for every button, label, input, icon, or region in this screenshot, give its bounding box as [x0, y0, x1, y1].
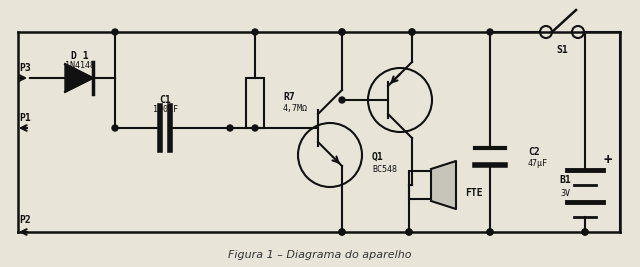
Circle shape [227, 125, 233, 131]
Text: C2: C2 [528, 147, 540, 157]
Text: C1: C1 [159, 95, 171, 105]
Circle shape [252, 125, 258, 131]
Circle shape [487, 229, 493, 235]
Text: BC548: BC548 [372, 164, 397, 174]
Circle shape [409, 29, 415, 35]
Circle shape [339, 97, 345, 103]
Text: S1: S1 [556, 45, 568, 55]
Text: Q1: Q1 [372, 152, 384, 162]
Polygon shape [65, 64, 93, 92]
Bar [246, 78, 264, 128]
Text: 1N4148: 1N4148 [65, 61, 95, 69]
Circle shape [112, 125, 118, 131]
Text: 100nF: 100nF [152, 105, 177, 115]
Circle shape [582, 229, 588, 235]
Circle shape [487, 229, 493, 235]
Circle shape [406, 229, 412, 235]
Circle shape [406, 229, 412, 235]
Text: Figura 1 – Diagrama do aparelho: Figura 1 – Diagrama do aparelho [228, 250, 412, 260]
Text: +: + [603, 153, 611, 167]
Text: P2: P2 [19, 215, 31, 225]
Circle shape [339, 29, 345, 35]
Circle shape [487, 29, 493, 35]
Text: FTE: FTE [465, 188, 483, 198]
Text: D 1: D 1 [71, 51, 89, 61]
Text: 4,7MΩ: 4,7MΩ [283, 104, 308, 113]
Circle shape [582, 229, 588, 235]
Circle shape [339, 29, 345, 35]
Circle shape [252, 29, 258, 35]
Text: P3: P3 [19, 63, 31, 73]
Polygon shape [431, 161, 456, 209]
Text: 47μF: 47μF [528, 159, 548, 168]
Circle shape [409, 29, 415, 35]
Text: P1: P1 [19, 113, 31, 123]
Circle shape [112, 29, 118, 35]
Bar [409, 171, 431, 199]
Circle shape [339, 229, 345, 235]
Text: B1: B1 [559, 175, 571, 185]
Text: R7: R7 [283, 92, 295, 102]
Circle shape [339, 229, 345, 235]
Text: 3V: 3V [560, 190, 570, 198]
